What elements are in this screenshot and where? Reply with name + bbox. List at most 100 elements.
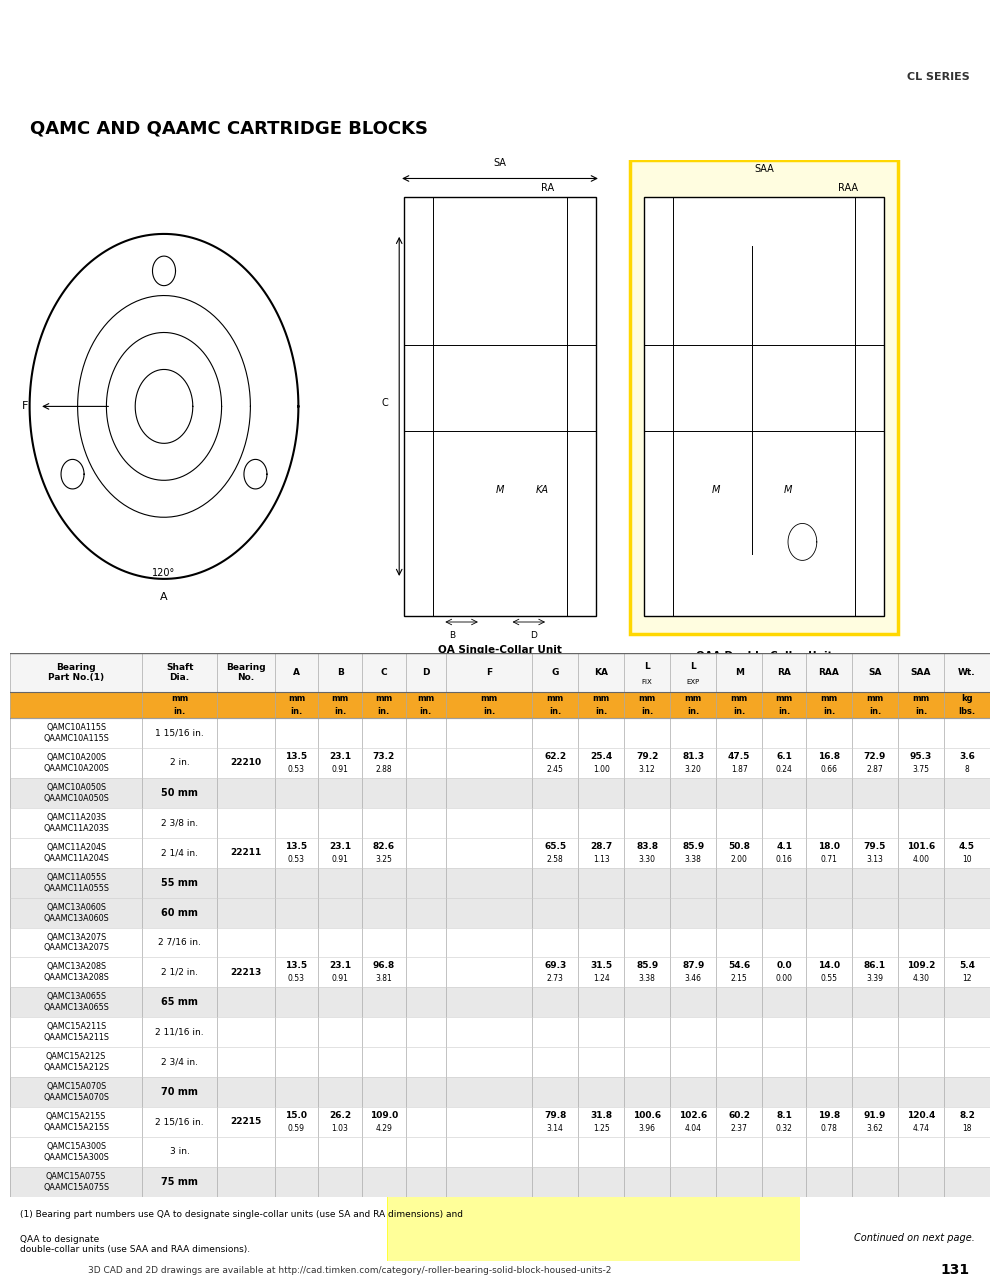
Text: 3.96: 3.96 <box>639 1124 656 1133</box>
Text: 101.6: 101.6 <box>907 842 935 851</box>
Text: mm: mm <box>866 694 884 703</box>
Text: 85.9: 85.9 <box>682 842 704 851</box>
Text: in.: in. <box>778 707 790 716</box>
Text: 69.3: 69.3 <box>544 961 566 970</box>
Text: RAA: RAA <box>838 183 858 193</box>
Text: 31.5: 31.5 <box>590 961 612 970</box>
Text: 79.8: 79.8 <box>544 1111 566 1120</box>
Text: 65.5: 65.5 <box>544 842 566 851</box>
Text: QAAMC13A060S: QAAMC13A060S <box>43 914 109 923</box>
Text: 2.58: 2.58 <box>547 855 564 864</box>
Text: QAMC11A204S: QAMC11A204S <box>46 842 106 851</box>
Text: QAAMC15A070S: QAAMC15A070S <box>43 1093 109 1102</box>
Bar <box>10 1047 990 1078</box>
Text: 3.25: 3.25 <box>375 855 392 864</box>
Text: QAMC15A075S: QAMC15A075S <box>46 1172 106 1181</box>
Text: 102.6: 102.6 <box>679 1111 707 1120</box>
Text: 2.00: 2.00 <box>731 855 748 864</box>
Text: mm: mm <box>639 694 656 703</box>
Text: mm: mm <box>331 694 349 703</box>
Text: 3.39: 3.39 <box>866 974 883 983</box>
Text: 19.8: 19.8 <box>818 1111 840 1120</box>
Text: 83.8: 83.8 <box>636 842 658 851</box>
Text: QAMC11A055S: QAMC11A055S <box>46 873 106 882</box>
Text: 0.91: 0.91 <box>332 855 349 864</box>
Text: 4.74: 4.74 <box>912 1124 929 1133</box>
Text: 3.62: 3.62 <box>867 1124 883 1133</box>
Text: in.: in. <box>915 707 927 716</box>
Text: SAA: SAA <box>911 668 931 677</box>
Text: 13.5: 13.5 <box>285 961 307 970</box>
Text: 0.71: 0.71 <box>821 855 837 864</box>
Text: 28.7: 28.7 <box>590 842 612 851</box>
Text: 0.59: 0.59 <box>288 1124 305 1133</box>
Text: 1.00: 1.00 <box>593 765 610 774</box>
Text: 31.8: 31.8 <box>590 1111 612 1120</box>
Text: 3.38: 3.38 <box>685 855 702 864</box>
Text: 1 15/16 in.: 1 15/16 in. <box>155 728 204 737</box>
Text: G: G <box>552 668 559 677</box>
Text: QAMC13A060S: QAMC13A060S <box>46 902 106 911</box>
Text: 3D CAD and 2D drawings are available at http://cad.timken.com/category/-roller-b: 3D CAD and 2D drawings are available at … <box>88 1266 612 1275</box>
Text: mm: mm <box>417 694 434 703</box>
Text: SAA: SAA <box>754 164 774 174</box>
Text: C: C <box>381 668 387 677</box>
FancyBboxPatch shape <box>387 1196 808 1262</box>
Text: 0.53: 0.53 <box>288 855 305 864</box>
Text: 18.0: 18.0 <box>818 842 840 851</box>
Text: QAA Double-Collar Unit: QAA Double-Collar Unit <box>696 652 832 660</box>
Text: M: M <box>735 668 744 677</box>
Text: QAA to designate
double-collar units (use SAA and RAA dimensions).: QAA to designate double-collar units (us… <box>20 1235 250 1254</box>
Text: 0.24: 0.24 <box>776 765 793 774</box>
Bar <box>404 197 596 616</box>
Text: PRODUCT DATA TABLES: PRODUCT DATA TABLES <box>806 22 970 36</box>
Text: in.: in. <box>595 707 607 716</box>
Text: mm: mm <box>171 694 188 703</box>
Text: QAMC15A212S: QAMC15A212S <box>46 1052 106 1061</box>
Text: M: M <box>496 485 504 494</box>
Text: QAAMC11A055S: QAAMC11A055S <box>43 883 109 892</box>
Text: Wt.: Wt. <box>958 668 976 677</box>
Bar <box>644 197 884 616</box>
Text: QAAMC15A211S: QAAMC15A211S <box>43 1033 109 1042</box>
Text: 4.5: 4.5 <box>959 842 975 851</box>
Text: 15.0: 15.0 <box>285 1111 307 1120</box>
Text: mm: mm <box>480 694 498 703</box>
Text: QAAMC13A065S: QAAMC13A065S <box>43 1004 109 1012</box>
Text: 2.45: 2.45 <box>547 765 564 774</box>
Bar <box>10 1107 990 1137</box>
Bar <box>10 748 990 778</box>
Text: 75 mm: 75 mm <box>161 1176 198 1187</box>
Text: 55 mm: 55 mm <box>161 878 198 887</box>
Text: G: G <box>487 660 494 669</box>
Text: SA: SA <box>494 159 506 168</box>
Text: QAMC10A200S: QAMC10A200S <box>46 753 106 762</box>
Bar <box>10 653 990 692</box>
Text: 2 1/2 in.: 2 1/2 in. <box>161 968 198 977</box>
Bar <box>10 928 990 957</box>
Text: 0.55: 0.55 <box>820 974 837 983</box>
Text: 6.1: 6.1 <box>776 751 792 760</box>
Text: in.: in. <box>378 707 390 716</box>
Text: 60.2: 60.2 <box>728 1111 750 1120</box>
Text: 2 7/16 in.: 2 7/16 in. <box>158 938 201 947</box>
Text: 0.16: 0.16 <box>776 855 793 864</box>
Text: QAMC AND QAAMC CARTRIDGE BLOCKS: QAMC AND QAAMC CARTRIDGE BLOCKS <box>30 119 428 137</box>
Text: QAAMC10A200S: QAAMC10A200S <box>43 764 109 773</box>
Text: C: C <box>381 398 388 408</box>
Text: 1.25: 1.25 <box>593 1124 610 1133</box>
Text: Bearing
No.: Bearing No. <box>226 663 266 682</box>
Text: 0.66: 0.66 <box>820 765 837 774</box>
Text: 3.20: 3.20 <box>685 765 702 774</box>
Text: 3.75: 3.75 <box>912 765 929 774</box>
Text: 4.00: 4.00 <box>912 855 929 864</box>
Text: 4.04: 4.04 <box>685 1124 702 1133</box>
Text: 1.87: 1.87 <box>731 765 748 774</box>
Text: 8.2: 8.2 <box>959 1111 975 1120</box>
Text: mm: mm <box>593 694 610 703</box>
Text: mm: mm <box>547 694 564 703</box>
Text: QAMC11A203S: QAMC11A203S <box>46 813 106 822</box>
Text: 86.1: 86.1 <box>864 961 886 970</box>
Text: 3 in.: 3 in. <box>170 1147 190 1156</box>
Bar <box>10 837 990 868</box>
